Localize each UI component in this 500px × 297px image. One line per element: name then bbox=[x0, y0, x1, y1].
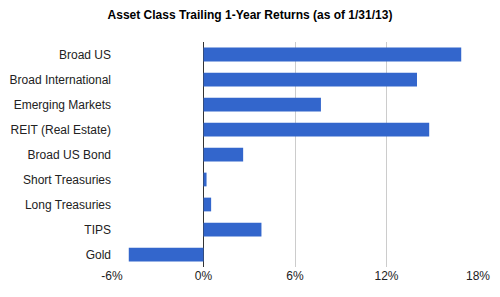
svg-text:Gold: Gold bbox=[86, 248, 111, 262]
svg-text:Short Treasuries: Short Treasuries bbox=[23, 173, 111, 187]
svg-text:REIT (Real Estate): REIT (Real Estate) bbox=[11, 123, 111, 137]
svg-text:Asset Class Trailing 1-Year Re: Asset Class Trailing 1-Year Returns (as … bbox=[108, 8, 393, 22]
svg-text:Broad International: Broad International bbox=[10, 73, 111, 87]
svg-text:12%: 12% bbox=[374, 269, 398, 283]
svg-text:0%: 0% bbox=[195, 269, 213, 283]
svg-text:Broad US Bond: Broad US Bond bbox=[28, 148, 111, 162]
svg-text:Broad US: Broad US bbox=[59, 48, 111, 62]
svg-text:6%: 6% bbox=[286, 269, 304, 283]
svg-text:Emerging Markets: Emerging Markets bbox=[14, 98, 111, 112]
svg-text:-6%: -6% bbox=[101, 269, 123, 283]
svg-text:TIPS: TIPS bbox=[84, 223, 111, 237]
svg-text:18%: 18% bbox=[466, 269, 490, 283]
svg-text:Long Treasuries: Long Treasuries bbox=[25, 198, 111, 212]
